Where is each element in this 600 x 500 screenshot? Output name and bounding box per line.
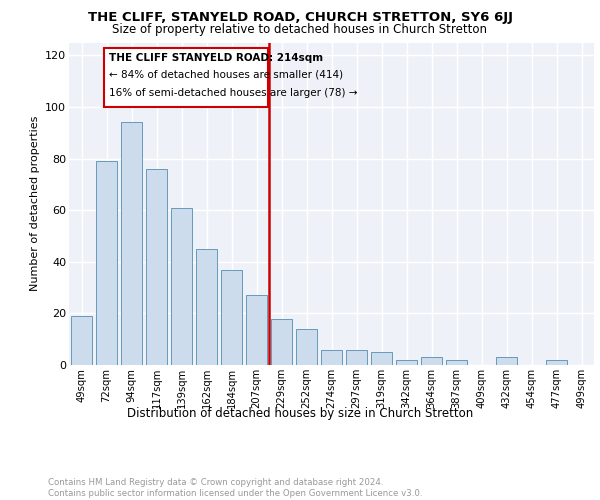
Bar [546,360,567,365]
Text: 16% of semi-detached houses are larger (78) →: 16% of semi-detached houses are larger (… [109,88,358,98]
Text: Contains HM Land Registry data © Crown copyright and database right 2024.
Contai: Contains HM Land Registry data © Crown c… [48,478,422,498]
Bar [371,352,392,365]
Bar [421,358,442,365]
Bar [321,350,342,365]
Text: THE CLIFF, STANYELD ROAD, CHURCH STRETTON, SY6 6JJ: THE CLIFF, STANYELD ROAD, CHURCH STRETTO… [88,11,512,24]
Text: THE CLIFF STANYELD ROAD: 214sqm: THE CLIFF STANYELD ROAD: 214sqm [109,53,323,63]
Bar [496,358,517,365]
Bar [446,360,467,365]
Bar [296,329,317,365]
Bar [196,249,217,365]
Bar [71,316,92,365]
Y-axis label: Number of detached properties: Number of detached properties [29,116,40,292]
Bar [171,208,192,365]
Text: Distribution of detached houses by size in Church Stretton: Distribution of detached houses by size … [127,408,473,420]
Text: ← 84% of detached houses are smaller (414): ← 84% of detached houses are smaller (41… [109,70,343,80]
Bar [246,296,267,365]
Text: Size of property relative to detached houses in Church Stretton: Size of property relative to detached ho… [113,22,487,36]
Bar [346,350,367,365]
Bar [271,318,292,365]
Bar [221,270,242,365]
Bar [96,161,117,365]
Bar [396,360,417,365]
Bar [146,169,167,365]
FancyBboxPatch shape [104,48,268,107]
Bar [121,122,142,365]
